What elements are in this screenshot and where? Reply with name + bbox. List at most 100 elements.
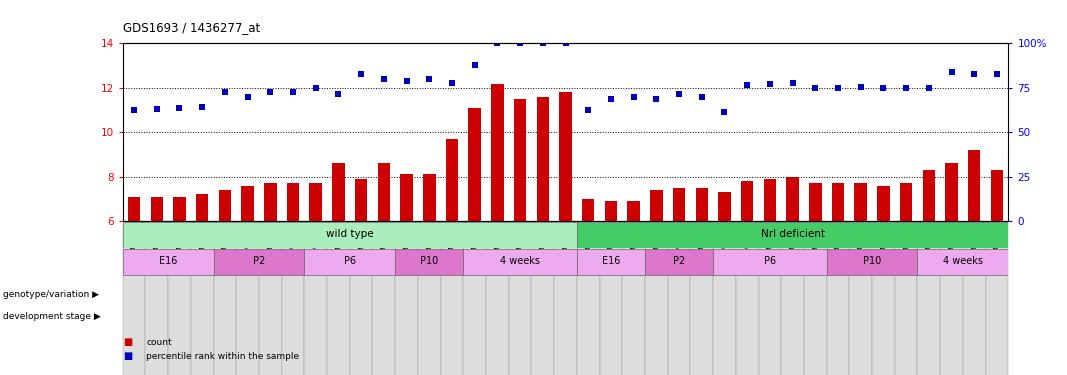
Bar [713, 221, 736, 375]
Bar [537, 96, 550, 221]
Point [579, 107, 596, 113]
Bar [509, 221, 531, 375]
Text: E16: E16 [159, 256, 177, 267]
Bar [827, 249, 918, 275]
Point [738, 82, 755, 88]
Bar [259, 221, 282, 375]
Bar [577, 221, 600, 375]
Bar [940, 221, 962, 375]
Bar [696, 188, 708, 221]
Bar [650, 190, 663, 221]
Bar [400, 174, 413, 221]
Point [875, 85, 892, 91]
Bar [740, 181, 753, 221]
Bar [191, 221, 213, 375]
Point [966, 71, 983, 77]
Bar [718, 192, 731, 221]
Bar [304, 249, 395, 275]
Bar [832, 183, 844, 221]
Bar [213, 221, 236, 375]
Point [853, 84, 870, 90]
Point [670, 92, 687, 98]
Bar [962, 221, 986, 375]
Point [466, 62, 483, 68]
Point [943, 69, 960, 75]
Point [648, 96, 665, 102]
Bar [264, 183, 276, 221]
Bar [531, 221, 554, 375]
Bar [605, 201, 617, 221]
Bar [877, 186, 890, 221]
Point [171, 105, 188, 111]
Bar [554, 221, 577, 375]
Bar [287, 183, 299, 221]
Text: P2: P2 [253, 256, 265, 267]
Bar [350, 221, 372, 375]
Point [489, 40, 506, 46]
Bar [827, 221, 849, 375]
Point [511, 40, 528, 46]
Bar [895, 221, 918, 375]
Text: wild type: wild type [327, 229, 373, 239]
Bar [150, 197, 163, 221]
Point [625, 93, 642, 99]
Bar [213, 249, 304, 275]
Text: development stage ▶: development stage ▶ [3, 312, 101, 321]
Bar [600, 221, 622, 375]
Point [988, 71, 1005, 77]
Point [376, 76, 393, 82]
Bar [418, 221, 441, 375]
Bar [241, 186, 254, 221]
Bar [304, 221, 328, 375]
Text: percentile rank within the sample: percentile rank within the sample [146, 352, 300, 361]
Bar [169, 221, 191, 375]
Bar [395, 249, 463, 275]
Text: ■: ■ [123, 337, 132, 347]
Text: P2: P2 [673, 256, 685, 267]
Bar [173, 197, 186, 221]
Bar [986, 221, 1008, 375]
Bar [372, 221, 395, 375]
Point [921, 85, 938, 91]
Bar [736, 221, 759, 375]
Bar [622, 221, 644, 375]
Point [694, 93, 711, 99]
Point [807, 85, 824, 91]
Bar [309, 183, 322, 221]
Point [307, 85, 324, 91]
Point [261, 89, 278, 95]
Bar [918, 249, 1008, 275]
Bar [644, 221, 668, 375]
Point [716, 109, 733, 115]
Bar [463, 249, 577, 275]
Point [535, 40, 552, 46]
Bar [764, 179, 776, 221]
Bar [123, 249, 213, 275]
Text: 4 weeks: 4 weeks [500, 256, 540, 267]
Text: count: count [146, 338, 172, 347]
Point [829, 85, 846, 91]
Bar [423, 174, 435, 221]
Bar [991, 170, 1003, 221]
Bar [332, 164, 345, 221]
Bar [781, 221, 803, 375]
Bar [487, 221, 509, 375]
Point [330, 92, 347, 98]
Bar [328, 221, 350, 375]
Point [217, 89, 234, 95]
Bar [577, 222, 1008, 248]
Bar [786, 177, 799, 221]
Bar [644, 249, 713, 275]
Bar [446, 139, 458, 221]
Bar [463, 221, 487, 375]
Bar [236, 221, 259, 375]
Bar [468, 108, 481, 221]
Point [148, 106, 165, 112]
Bar [803, 221, 827, 375]
Bar [945, 164, 958, 221]
Bar [491, 84, 504, 221]
Point [784, 80, 801, 86]
Bar [918, 221, 940, 375]
Bar [282, 221, 304, 375]
Point [897, 85, 914, 91]
